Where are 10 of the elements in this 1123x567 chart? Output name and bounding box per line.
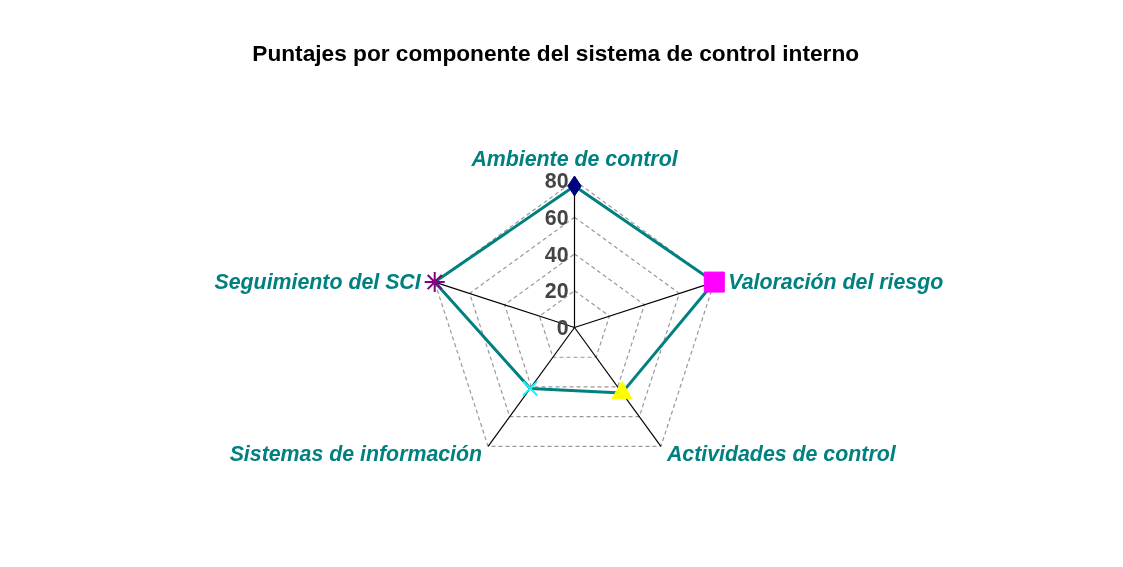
spoke-label: Ambiente de control	[470, 146, 679, 171]
spoke-label: Valoración del riesgo	[728, 270, 944, 295]
y-tick-label: 60	[544, 205, 569, 230]
y-tick-label: 20	[544, 279, 569, 304]
spoke-label: Actividades de control	[665, 442, 897, 467]
y-tick-label: 40	[544, 242, 569, 267]
y-tick-label: 80	[544, 169, 569, 193]
chart-title: Puntajes por componente del sistema de control interno	[252, 39, 860, 66]
spoke-label: Sistemas de información	[229, 442, 483, 467]
spoke-label: Seguimiento del SCI	[214, 270, 422, 295]
